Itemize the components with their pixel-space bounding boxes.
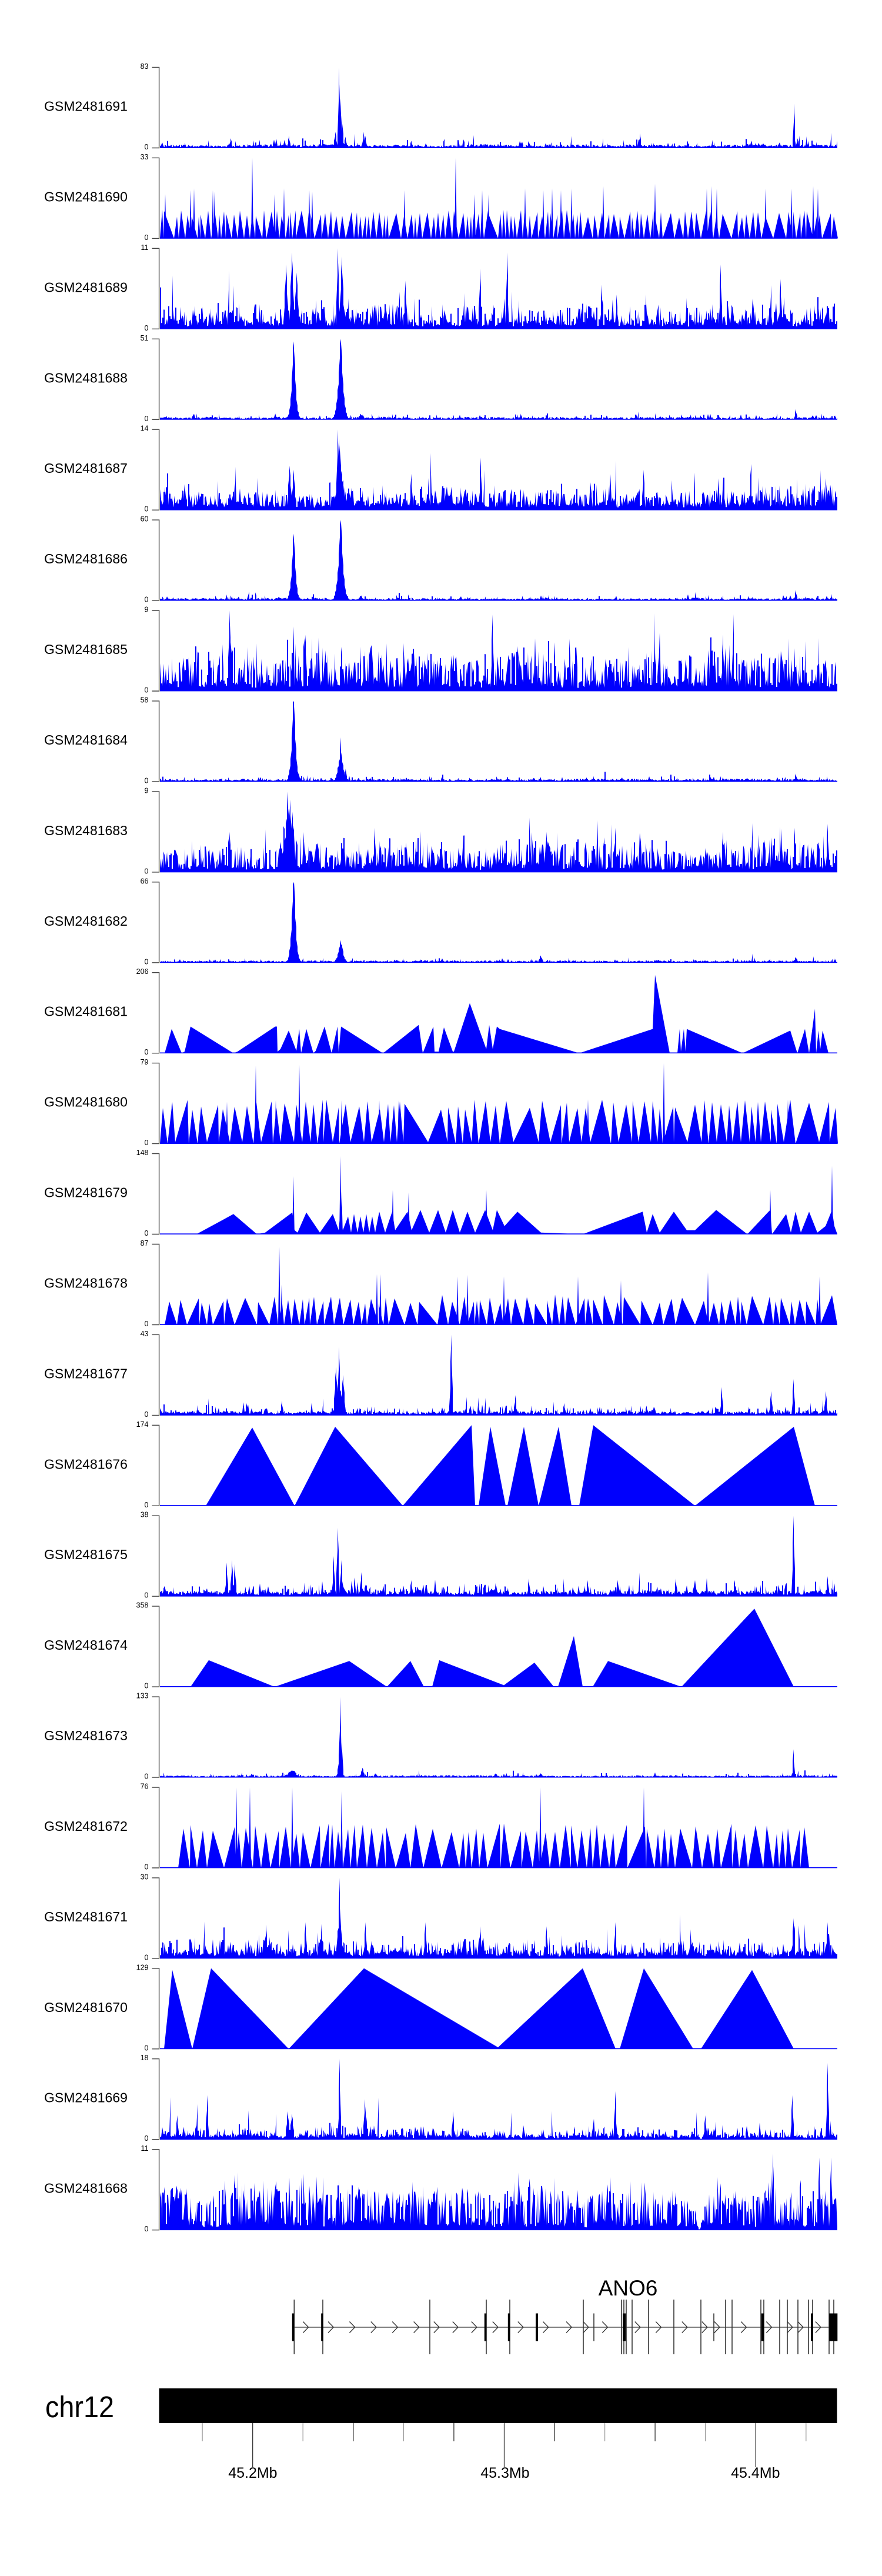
svg-text:GSM2481671: GSM2481671 (44, 1909, 128, 1924)
svg-text:0: 0 (145, 143, 149, 151)
svg-text:GSM2481689: GSM2481689 (44, 279, 128, 295)
svg-text:GSM2481691: GSM2481691 (44, 99, 128, 114)
svg-text:45.4Mb: 45.4Mb (731, 2465, 780, 2481)
svg-text:60: 60 (141, 515, 149, 523)
svg-text:0: 0 (145, 1229, 149, 1237)
svg-text:GSM2481676: GSM2481676 (44, 1456, 128, 1471)
svg-text:0: 0 (145, 867, 149, 875)
svg-text:GSM2481687: GSM2481687 (44, 461, 128, 476)
svg-text:0: 0 (145, 2134, 149, 2143)
svg-text:133: 133 (136, 1692, 149, 1700)
svg-text:GSM2481674: GSM2481674 (44, 1637, 128, 1653)
svg-text:0: 0 (145, 1953, 149, 1961)
svg-text:0: 0 (145, 415, 149, 423)
svg-text:0: 0 (145, 1410, 149, 1419)
svg-text:GSM2481673: GSM2481673 (44, 1728, 128, 1743)
svg-text:148: 148 (136, 1149, 149, 1157)
svg-text:GSM2481679: GSM2481679 (44, 1185, 128, 1200)
svg-text:76: 76 (141, 1783, 149, 1791)
svg-text:0: 0 (145, 1320, 149, 1328)
svg-text:174: 174 (136, 1420, 149, 1429)
svg-text:GSM2481670: GSM2481670 (44, 2000, 128, 2015)
svg-text:0: 0 (145, 776, 149, 785)
svg-text:0: 0 (145, 1591, 149, 1600)
svg-text:0: 0 (145, 2225, 149, 2233)
svg-text:58: 58 (141, 696, 149, 704)
svg-text:0: 0 (145, 1048, 149, 1056)
svg-text:GSM2481669: GSM2481669 (44, 2090, 128, 2105)
svg-text:0: 0 (145, 233, 149, 242)
svg-text:GSM2481668: GSM2481668 (44, 2181, 128, 2196)
svg-text:GSM2481690: GSM2481690 (44, 189, 128, 204)
svg-text:GSM2481682: GSM2481682 (44, 913, 128, 929)
svg-text:11: 11 (141, 243, 149, 252)
svg-text:GSM2481681: GSM2481681 (44, 1004, 128, 1019)
svg-text:33: 33 (141, 153, 149, 161)
svg-text:0: 0 (145, 686, 149, 695)
svg-text:14: 14 (141, 425, 149, 433)
svg-text:51: 51 (141, 334, 149, 342)
svg-text:GSM2481684: GSM2481684 (44, 732, 128, 748)
svg-text:0: 0 (145, 596, 149, 604)
svg-text:0: 0 (145, 1773, 149, 1781)
svg-text:0: 0 (145, 1682, 149, 1690)
svg-text:GSM2481678: GSM2481678 (44, 1276, 128, 1291)
svg-text:83: 83 (141, 62, 149, 71)
svg-text:0: 0 (145, 957, 149, 966)
svg-text:0: 0 (145, 1863, 149, 1871)
svg-text:206: 206 (136, 967, 149, 976)
svg-text:358: 358 (136, 1601, 149, 1610)
svg-text:GSM2481680: GSM2481680 (44, 1095, 128, 1110)
svg-text:0: 0 (145, 1501, 149, 1509)
svg-text:0: 0 (145, 505, 149, 513)
svg-text:0: 0 (145, 2044, 149, 2052)
svg-text:GSM2481677: GSM2481677 (44, 1366, 128, 1381)
svg-text:GSM2481672: GSM2481672 (44, 1818, 128, 1834)
svg-text:0: 0 (145, 1139, 149, 1147)
svg-text:GSM2481686: GSM2481686 (44, 551, 128, 566)
svg-text:45.3Mb: 45.3Mb (480, 2465, 529, 2481)
svg-text:9: 9 (145, 606, 149, 614)
svg-text:9: 9 (145, 786, 149, 795)
svg-text:GSM2481683: GSM2481683 (44, 823, 128, 838)
svg-text:38: 38 (141, 1511, 149, 1519)
svg-text:129: 129 (136, 1963, 149, 1971)
svg-text:18: 18 (141, 2054, 149, 2062)
svg-text:11: 11 (141, 2144, 149, 2153)
svg-text:GSM2481685: GSM2481685 (44, 642, 128, 657)
svg-text:GSM2481675: GSM2481675 (44, 1547, 128, 1562)
svg-text:45.2Mb: 45.2Mb (228, 2465, 277, 2481)
svg-text:GSM2481688: GSM2481688 (44, 370, 128, 385)
svg-text:chr12: chr12 (45, 2390, 114, 2424)
svg-text:87: 87 (141, 1239, 149, 1247)
svg-text:79: 79 (141, 1058, 149, 1066)
svg-text:0: 0 (145, 324, 149, 332)
svg-text:66: 66 (141, 877, 149, 885)
svg-text:ANO6: ANO6 (599, 2276, 658, 2300)
svg-text:43: 43 (141, 1330, 149, 1338)
svg-text:30: 30 (141, 1873, 149, 1881)
